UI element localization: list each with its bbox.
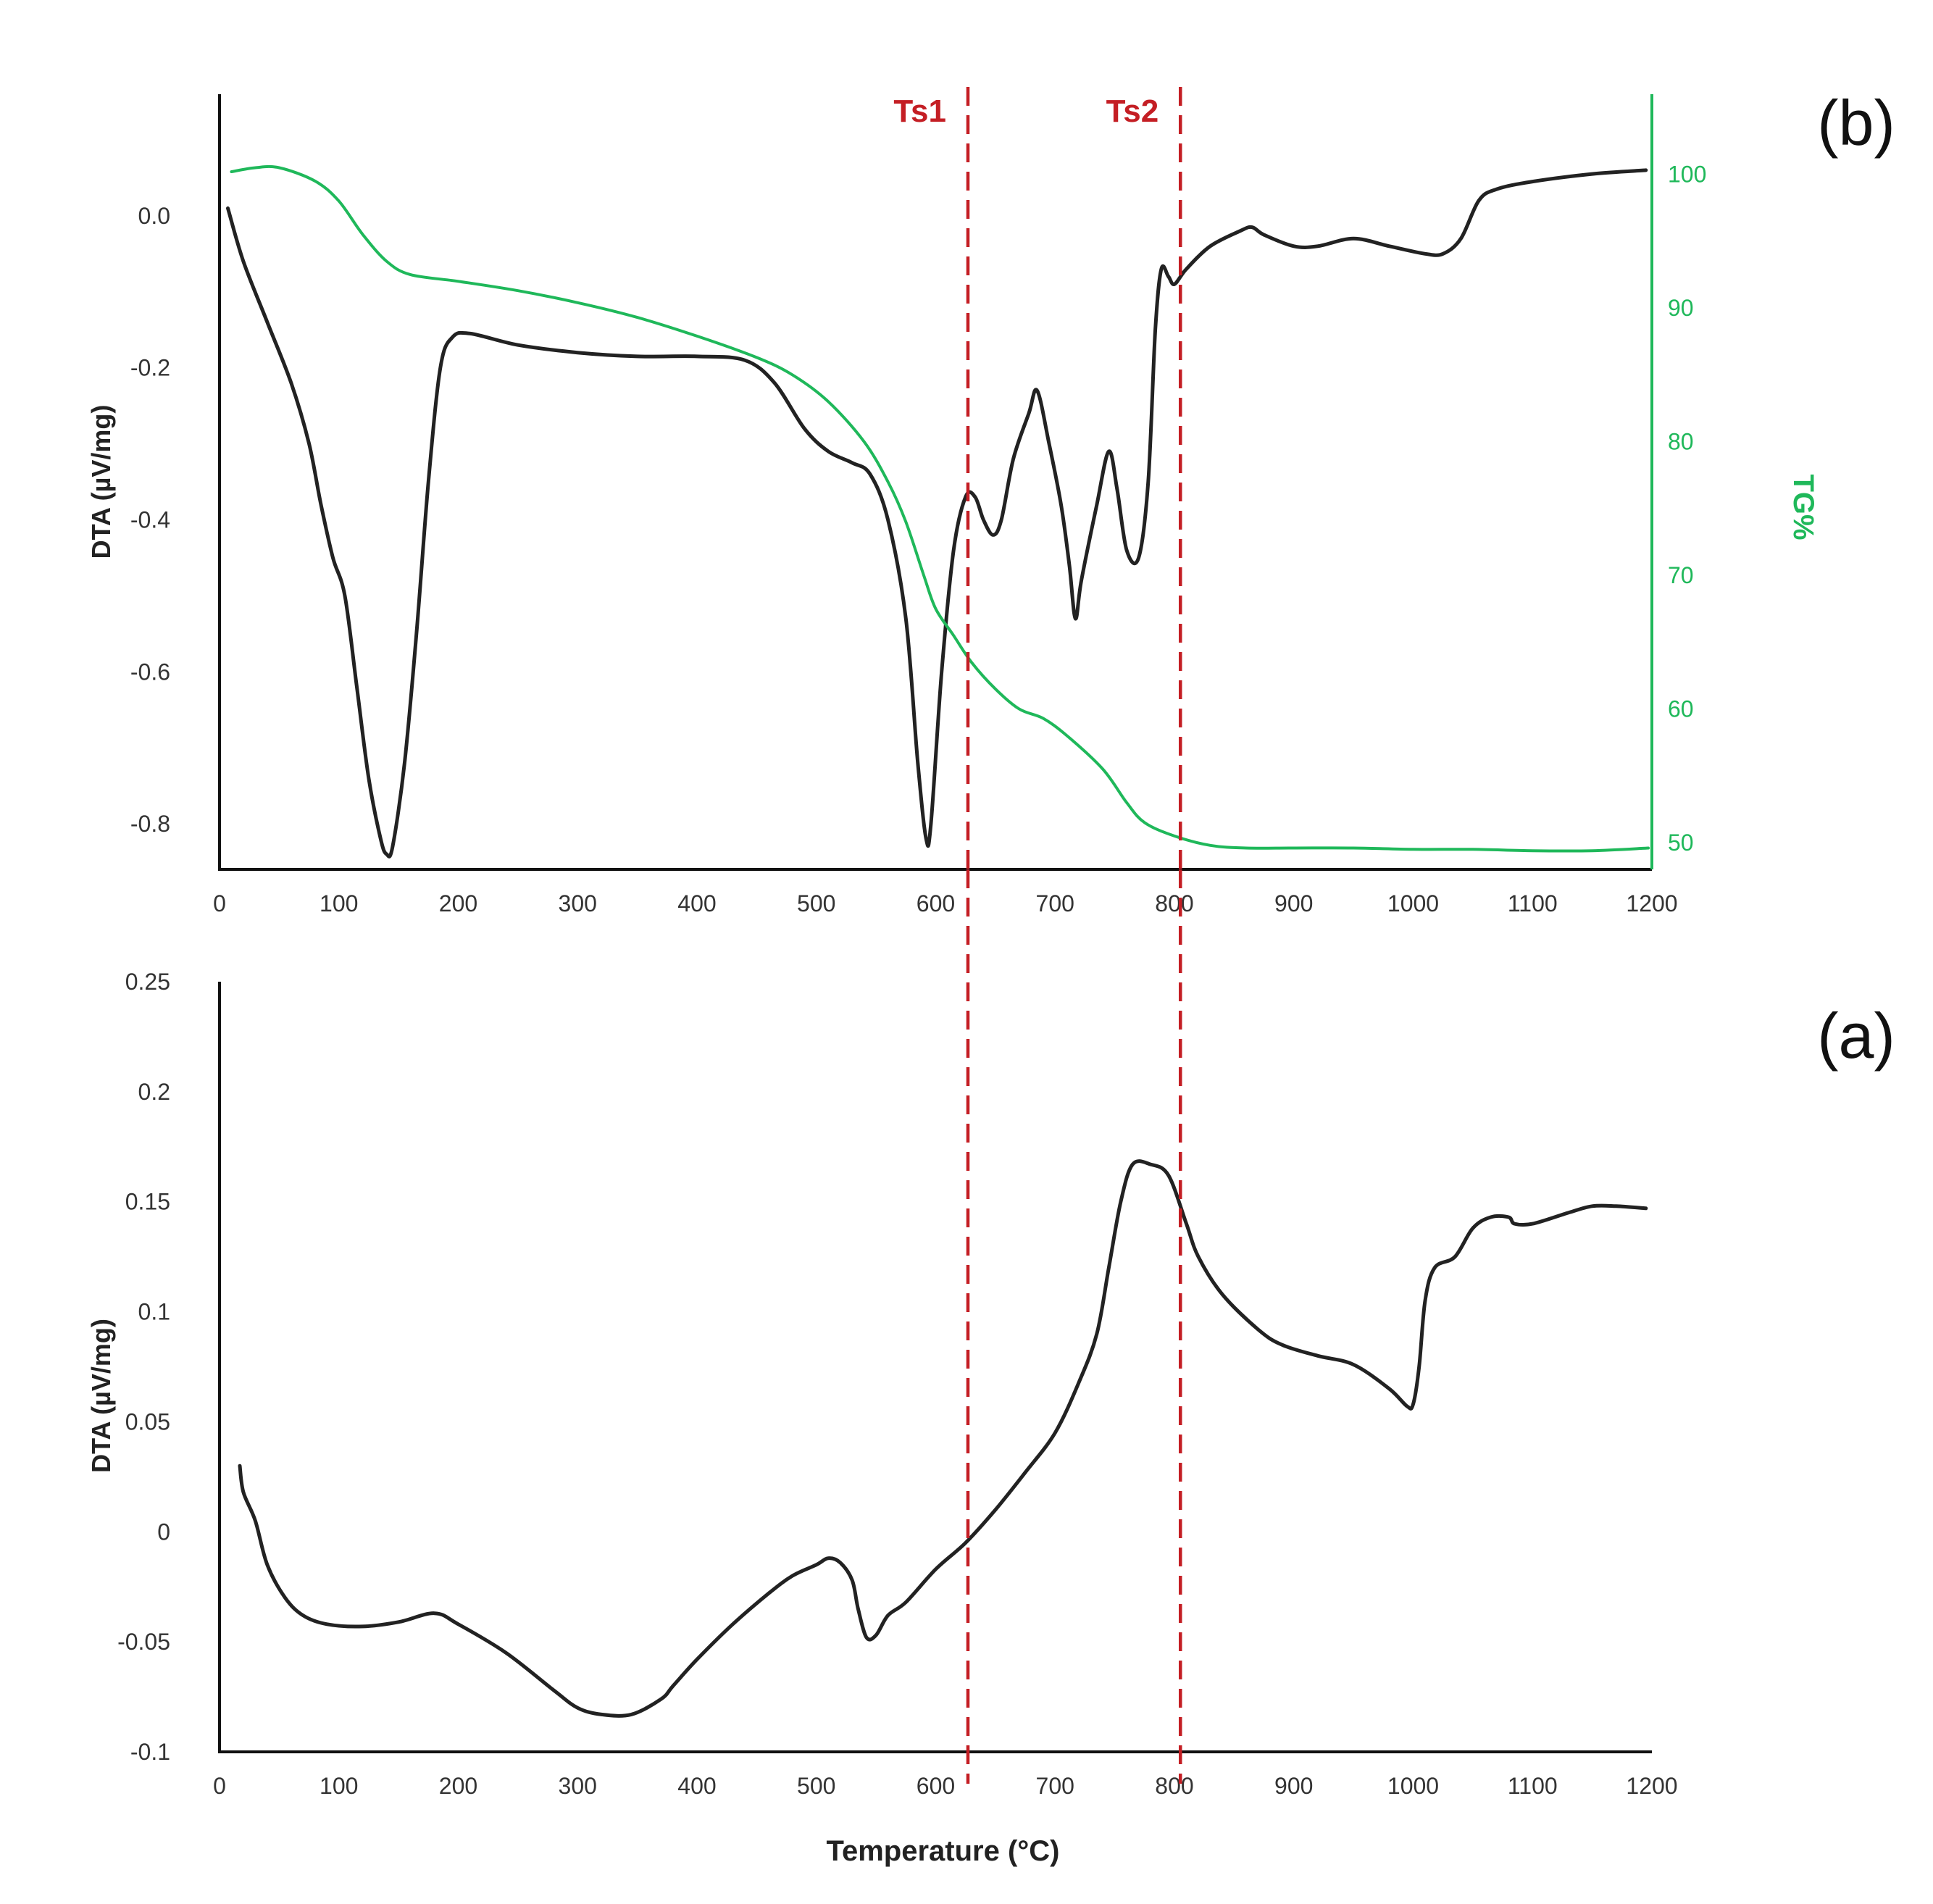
y-tick-label: -0.4 <box>130 506 170 533</box>
x-tick-label: 300 <box>559 1773 597 1799</box>
x-tick-label: 900 <box>1274 1773 1313 1799</box>
y2-tick-label: 50 <box>1668 830 1694 856</box>
y2-tick-label: 100 <box>1668 162 1706 188</box>
y-tick-label: 0.05 <box>125 1408 170 1435</box>
y-tick-label: -0.8 <box>130 811 170 837</box>
y-tick-label: 0.1 <box>138 1299 170 1325</box>
x-tick-label: 1100 <box>1508 1773 1558 1799</box>
y-tick-label: 0.0 <box>138 203 170 229</box>
marker-label-ts2: Ts2 <box>1106 93 1159 129</box>
x-tick-label: 700 <box>1036 1773 1074 1799</box>
y2-tick-label: 60 <box>1668 696 1694 722</box>
series-line-tg-b <box>230 164 1650 853</box>
y2-tick-label: 70 <box>1668 562 1694 588</box>
marker-label-ts1: Ts1 <box>893 93 946 129</box>
x-tick-label: 1000 <box>1387 1773 1439 1799</box>
y2-tick-label: 80 <box>1668 429 1694 455</box>
y-axis-label: DTA (µV/mg) <box>86 1319 116 1473</box>
x-tick-label: 1000 <box>1387 890 1439 916</box>
x-tick-label: 900 <box>1274 890 1313 916</box>
x-tick-label: 200 <box>439 1773 477 1799</box>
x-tick-label: 1200 <box>1626 1773 1677 1799</box>
x-tick-label: 400 <box>677 1773 716 1799</box>
panel-label-a: (a) <box>1817 1000 1895 1072</box>
y-tick-label: 0.25 <box>125 969 170 995</box>
y-axis-label: DTA (µV/mg) <box>86 405 116 559</box>
x-tick-label: 500 <box>797 890 835 916</box>
x-tick-label: 600 <box>917 890 955 916</box>
x-tick-label: 400 <box>677 890 716 916</box>
x-axis-label: Temperature (°C) <box>827 1835 1060 1867</box>
y2-axis-label: TG% <box>1787 474 1819 540</box>
series-line-dta-a <box>238 1159 1648 1718</box>
y-tick-label: -0.1 <box>130 1739 170 1765</box>
x-tick-label: 1100 <box>1508 890 1558 916</box>
x-tick-label: 0 <box>213 1773 226 1799</box>
y-tick-label: -0.2 <box>130 355 170 381</box>
x-tick-label: 600 <box>917 1773 955 1799</box>
y-tick-label: 0.15 <box>125 1189 170 1215</box>
x-tick-label: 800 <box>1155 1773 1193 1799</box>
chart-panel-a: 0 100 200 300 400 500 600 700 800 900 1000 1100 1200… <box>86 869 1678 1867</box>
x-tick-label: 500 <box>797 1773 835 1799</box>
x-tick-label: 1200 <box>1626 890 1677 916</box>
y-tick-label: 0 <box>157 1519 170 1545</box>
x-tick-label: 700 <box>1036 890 1074 916</box>
y-tick-label: -0.6 <box>130 659 170 685</box>
x-tick-label: 0 <box>213 890 226 916</box>
x-tick-label: 200 <box>439 890 477 916</box>
x-tick-label: 300 <box>559 890 597 916</box>
y-tick-label: 0.2 <box>138 1079 170 1105</box>
x-tick-label: 100 <box>320 890 358 916</box>
x-tick-label: 100 <box>320 1773 358 1799</box>
x-tick-label: 800 <box>1155 890 1193 916</box>
chart-panel-b: 0 100 200 300 400 500 600 700 800 900 1000 1100 1200… <box>86 87 1819 916</box>
y-tick-label: -0.05 <box>117 1629 170 1655</box>
y2-tick-label: 90 <box>1668 295 1694 321</box>
series-line-dta-b <box>226 168 1648 859</box>
panel-label-b: (b) <box>1817 87 1895 159</box>
